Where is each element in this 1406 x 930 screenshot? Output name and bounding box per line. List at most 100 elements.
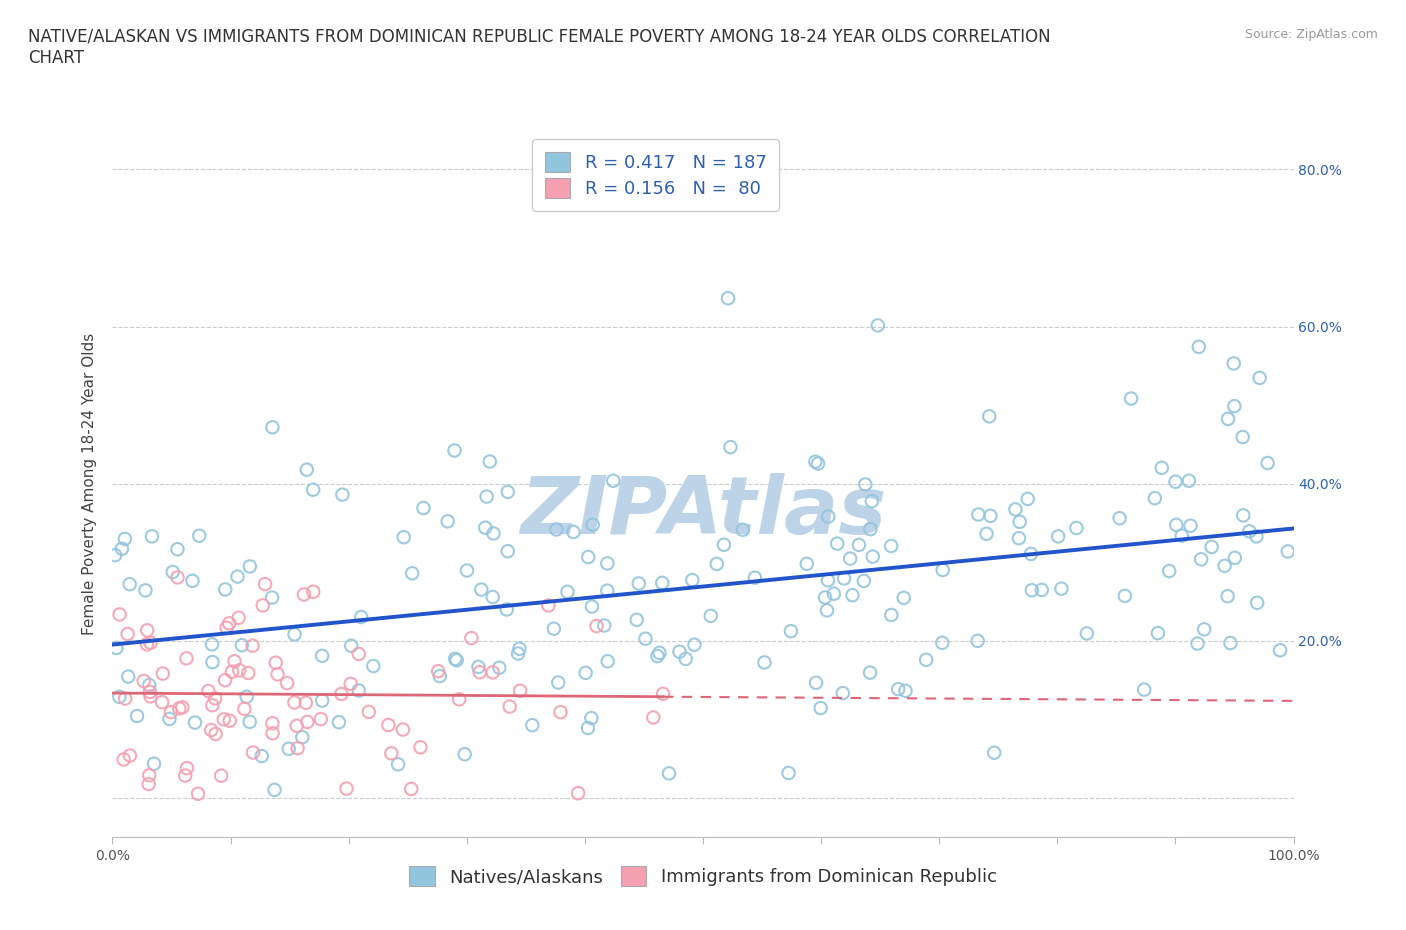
Point: [859, 522, 882, 537]
Point: [647, 648, 669, 663]
Point: [176, 651, 198, 666]
Point: [706, 556, 728, 571]
Point: [167, 701, 190, 716]
Text: NATIVE/ALASKAN VS IMMIGRANTS FROM DOMINICAN REPUBLIC FEMALE POVERTY AMONG 18-24 : NATIVE/ALASKAN VS IMMIGRANTS FROM DOMINI…: [28, 28, 1050, 67]
Point: [546, 522, 568, 537]
Point: [1076, 626, 1098, 641]
Point: [467, 659, 489, 674]
Point: [1166, 517, 1188, 532]
Point: [581, 599, 603, 614]
Point: [804, 675, 827, 690]
Point: [340, 638, 363, 653]
Point: [887, 682, 910, 697]
Point: [468, 665, 491, 680]
Point: [302, 483, 325, 498]
Point: [1249, 370, 1271, 385]
Point: [1277, 544, 1299, 559]
Point: [401, 781, 423, 796]
Point: [132, 673, 155, 688]
Point: [162, 565, 184, 579]
Point: [593, 618, 616, 633]
Point: [823, 586, 845, 601]
Point: [1164, 474, 1187, 489]
Point: [117, 627, 139, 642]
Point: [214, 672, 236, 687]
Point: [1150, 460, 1173, 475]
Point: [567, 786, 589, 801]
Point: [1192, 622, 1215, 637]
Point: [576, 550, 599, 565]
Point: [547, 675, 569, 690]
Point: [139, 684, 162, 699]
Point: [979, 409, 1001, 424]
Point: [143, 756, 166, 771]
Point: [125, 709, 148, 724]
Point: [347, 646, 370, 661]
Point: [575, 665, 598, 680]
Point: [456, 563, 478, 578]
Point: [357, 705, 380, 720]
Point: [474, 520, 496, 535]
Point: [1008, 531, 1031, 546]
Point: [627, 576, 650, 591]
Point: [731, 523, 754, 538]
Point: [506, 646, 529, 661]
Point: [141, 529, 163, 544]
Point: [276, 676, 298, 691]
Point: [204, 726, 226, 741]
Point: [363, 658, 385, 673]
Point: [328, 715, 350, 730]
Point: [1047, 529, 1070, 544]
Point: [262, 591, 284, 605]
Point: [894, 684, 917, 698]
Point: [602, 473, 624, 488]
Point: [852, 574, 875, 589]
Point: [966, 633, 988, 648]
Point: [264, 656, 287, 671]
Point: [302, 584, 325, 599]
Point: [242, 745, 264, 760]
Point: [522, 718, 544, 733]
Point: [197, 684, 219, 698]
Point: [114, 531, 136, 546]
Point: [1246, 529, 1268, 544]
Point: [481, 590, 503, 604]
Point: [537, 598, 560, 613]
Point: [444, 651, 467, 666]
Point: [713, 538, 735, 552]
Point: [262, 419, 284, 434]
Point: [651, 576, 673, 591]
Point: [159, 711, 181, 726]
Point: [409, 739, 432, 754]
Point: [104, 548, 127, 563]
Point: [152, 666, 174, 681]
Point: [1180, 518, 1202, 533]
Point: [931, 635, 953, 650]
Point: [139, 689, 162, 704]
Point: [1019, 547, 1042, 562]
Point: [235, 689, 257, 704]
Point: [218, 616, 240, 631]
Point: [228, 610, 250, 625]
Point: [238, 666, 260, 681]
Point: [596, 654, 619, 669]
Point: [166, 570, 188, 585]
Point: [880, 607, 903, 622]
Point: [311, 648, 333, 663]
Point: [1232, 508, 1254, 523]
Point: [1268, 643, 1291, 658]
Point: [1017, 491, 1039, 506]
Point: [295, 462, 318, 477]
Point: [658, 766, 681, 781]
Point: [224, 654, 246, 669]
Point: [496, 485, 519, 499]
Text: ZIPAtlas: ZIPAtlas: [520, 472, 886, 551]
Point: [377, 718, 399, 733]
Point: [401, 565, 423, 580]
Point: [508, 642, 530, 657]
Point: [778, 765, 800, 780]
Point: [1147, 626, 1170, 641]
Point: [239, 714, 262, 729]
Point: [233, 701, 256, 716]
Point: [754, 655, 776, 670]
